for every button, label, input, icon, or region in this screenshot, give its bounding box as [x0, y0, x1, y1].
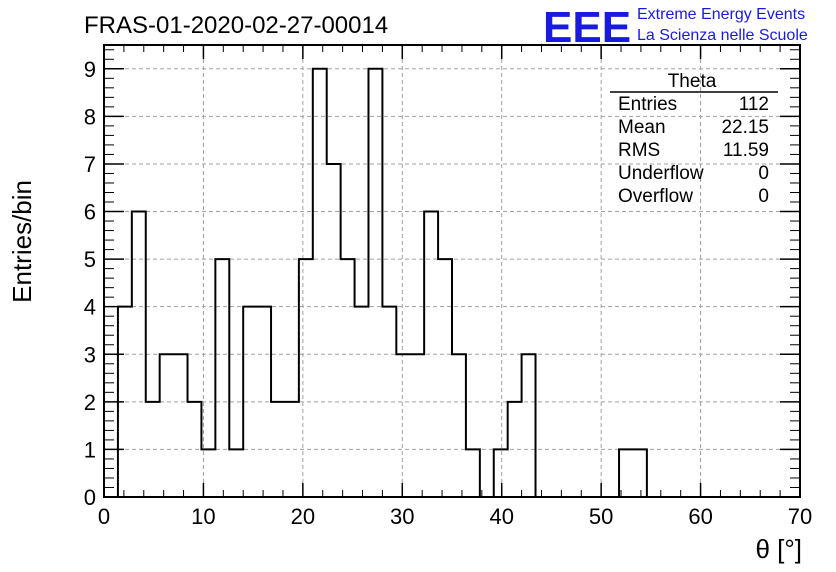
histogram-series — [104, 67, 800, 498]
y-axis-label: Entries/bin — [7, 180, 37, 303]
y-tick-label: 3 — [84, 342, 96, 367]
histogram-bin — [229, 449, 243, 497]
logo-line-1: Extreme Energy Events — [637, 6, 805, 23]
y-tick-label: 7 — [84, 152, 96, 177]
stats-value-entries: 112 — [739, 94, 769, 115]
histogram-bin — [174, 354, 188, 497]
eee-logo: EEE Extreme Energy Events La Scienza nel… — [543, 3, 808, 52]
x-tick-label: 30 — [390, 504, 414, 529]
y-tick-label: 0 — [84, 485, 96, 510]
histogram-bin — [341, 259, 355, 497]
logo-line-2: La Scienza nelle Scuole — [637, 27, 808, 44]
y-tick-label: 5 — [84, 247, 96, 272]
x-tick-label: 0 — [98, 504, 110, 529]
histogram-bin — [160, 354, 174, 497]
y-tick-label: 6 — [84, 200, 96, 225]
x-tick-label: 20 — [291, 504, 315, 529]
histogram-bin — [466, 449, 480, 497]
histogram-bin — [299, 259, 313, 497]
x-tick-label: 50 — [589, 504, 613, 529]
stats-box-title: Theta — [668, 71, 717, 92]
stats-value-underflow: 0 — [758, 163, 769, 184]
stats-label-mean: Mean — [618, 117, 666, 138]
histogram-bin — [410, 354, 424, 497]
stats-value-mean: 22.15 — [721, 117, 769, 138]
logo-mark: EEE — [543, 3, 631, 52]
histogram-bin — [215, 259, 229, 497]
y-tick-label: 8 — [84, 104, 96, 129]
x-tick-label: 10 — [191, 504, 215, 529]
chart-title: FRAS-01-2020-02-27-00014 — [84, 12, 388, 39]
y-tick-label: 2 — [84, 390, 96, 415]
stats-label-overflow: Overflow — [618, 186, 693, 207]
histogram-bin — [452, 354, 466, 497]
histogram-bin — [494, 449, 508, 497]
plot-frame — [103, 44, 801, 498]
histogram-bin — [633, 449, 647, 497]
stats-value-rms: 11.59 — [723, 140, 769, 161]
stats-label-rms: RMS — [618, 140, 660, 161]
histogram-bin — [368, 69, 382, 497]
axis-ticks: 0 10 20 30 40 50 60 70 0 1 2 3 4 5 6 7 8 9 — [84, 45, 812, 529]
y-tick-label: 4 — [84, 295, 96, 320]
histogram-bin — [313, 69, 327, 497]
stats-label-entries: Entries — [618, 94, 677, 115]
stats-label-underflow: Underflow — [618, 163, 704, 184]
stats-box: Theta Entries 112 Mean 22.15 RMS 11.59 U… — [610, 71, 778, 207]
histogram-bin — [619, 449, 633, 497]
histogram-bin — [396, 354, 410, 497]
histogram-bin — [438, 259, 452, 497]
x-tick-label: 40 — [489, 504, 513, 529]
x-tick-label: 70 — [788, 504, 812, 529]
y-tick-label: 1 — [84, 437, 96, 462]
histogram-bin — [522, 354, 536, 497]
x-axis-label: θ [°] — [755, 534, 802, 564]
histogram-bin — [327, 164, 341, 497]
stats-value-overflow: 0 — [758, 186, 769, 207]
histogram-outline — [104, 67, 800, 498]
x-tick-label: 60 — [688, 504, 712, 529]
y-tick-label: 9 — [84, 57, 96, 82]
